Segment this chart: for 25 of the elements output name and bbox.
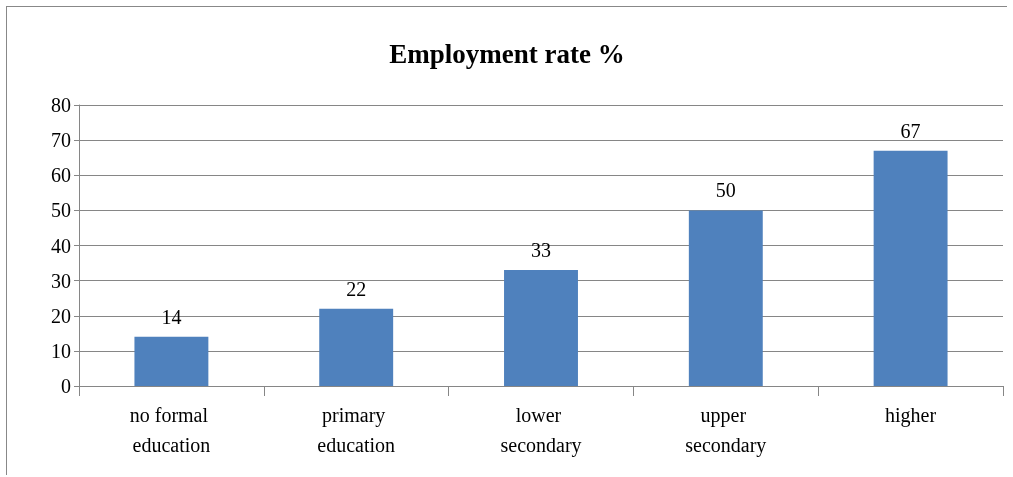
x-tick-label: no formal education [129, 404, 214, 456]
bar [134, 336, 209, 386]
data-label: 67 [900, 119, 921, 142]
y-tick-label: 40 [51, 234, 71, 257]
data-label: 14 [161, 305, 182, 328]
y-tick-label: 50 [51, 199, 71, 222]
bar [504, 270, 578, 386]
y-tick-label: 30 [51, 269, 71, 292]
x-tick-label: lower secondary [500, 404, 582, 457]
x-tick-label: upper secondary [685, 404, 767, 457]
y-tick-label: 60 [51, 164, 71, 187]
bar [319, 308, 394, 386]
y-tick-label: 70 [51, 129, 71, 152]
x-tick-label: primary education [317, 404, 396, 456]
y-tick-label: 80 [51, 94, 71, 116]
data-label: 22 [346, 277, 367, 300]
y-tick-label: 10 [51, 339, 71, 362]
data-label: 50 [715, 179, 736, 202]
bar [873, 150, 948, 386]
chart-title: Employment rate % [389, 38, 625, 69]
y-tick-label: 0 [61, 375, 71, 397]
data-label: 33 [531, 239, 551, 262]
x-tick-label: higher [885, 404, 937, 427]
y-tick-label: 20 [51, 304, 71, 327]
bar [688, 210, 763, 386]
